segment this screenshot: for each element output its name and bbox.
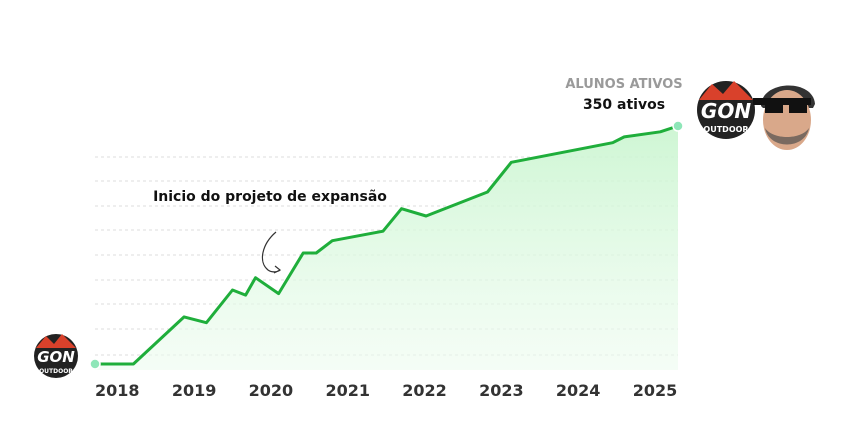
logo-mountain <box>699 81 753 100</box>
logo-subtext: OUTDOOR <box>39 368 73 375</box>
plot <box>89 120 684 370</box>
end-caption: ALUNOS ATIVOS <box>565 77 682 92</box>
avatar-beard <box>765 128 809 145</box>
logo-end: GON OUTDOOR <box>697 81 755 139</box>
x-tick-label: 2024 <box>556 381 601 400</box>
logo-mark: GON <box>37 348 75 366</box>
area <box>95 126 678 370</box>
annotation-arrowhead <box>273 265 282 274</box>
avatar-glasses-lens <box>765 104 783 113</box>
avatar <box>753 85 815 150</box>
end-point <box>672 120 684 132</box>
x-tick-label: 2018 <box>95 381 140 400</box>
avatar-glasses-bar <box>753 98 811 105</box>
annotation: Inicio do projeto de expansão <box>153 189 387 205</box>
annotation-arrow <box>261 231 281 273</box>
logo-subtext: OUTDOOR <box>703 125 748 134</box>
end-value-label: 350 ativos <box>583 97 665 113</box>
x-tick-label: 2021 <box>325 381 370 400</box>
logo-mountain <box>36 334 76 348</box>
x-tick-label: 2025 <box>633 381 678 400</box>
logo-mark: GON <box>701 99 751 123</box>
avatar-glasses-lens <box>789 104 807 113</box>
x-tick-label: 2022 <box>402 381 447 400</box>
line <box>95 124 679 366</box>
x-tick-label: 2023 <box>479 381 524 400</box>
end-point <box>89 358 101 370</box>
x-tick-label: 2020 <box>249 381 294 400</box>
logo-start: GON OUTDOOR <box>34 334 78 378</box>
x-tick-label: 2019 <box>172 381 217 400</box>
